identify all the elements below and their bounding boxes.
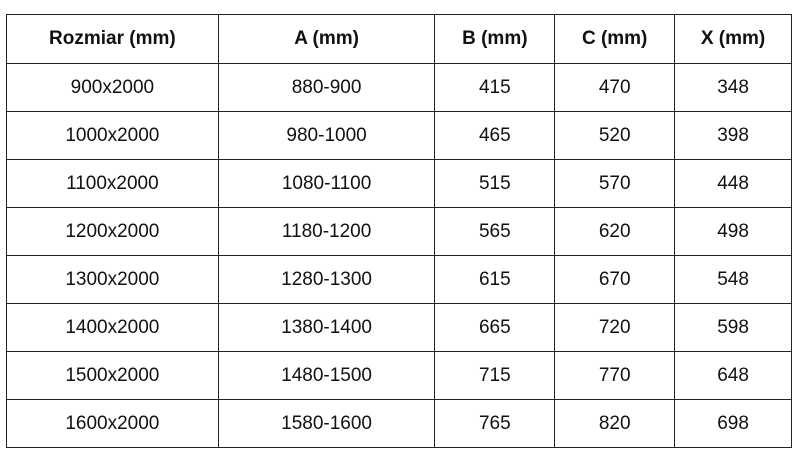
table-row: 1400x2000 1380-1400 665 720 598 <box>6 303 792 352</box>
cell-a: 1480-1500 <box>217 351 436 400</box>
cell-size: 1300x2000 <box>6 255 219 304</box>
cell-a: 1380-1400 <box>217 303 436 352</box>
table-row: 1200x2000 1180-1200 565 620 498 <box>6 207 792 256</box>
cell-b: 715 <box>434 351 556 400</box>
table-row: 1500x2000 1480-1500 715 770 648 <box>6 351 792 400</box>
cell-a: 1180-1200 <box>217 207 436 256</box>
cell-a: 1580-1600 <box>217 399 436 448</box>
cell-x: 548 <box>674 255 792 304</box>
cell-a: 1280-1300 <box>217 255 436 304</box>
cell-x: 448 <box>674 159 792 208</box>
cell-x: 498 <box>674 207 792 256</box>
header-x: X (mm) <box>674 14 792 64</box>
cell-x: 348 <box>674 63 792 112</box>
table-row: 1600x2000 1580-1600 765 820 698 <box>6 399 792 448</box>
header-size: Rozmiar (mm) <box>6 14 219 64</box>
header-c: C (mm) <box>554 14 676 64</box>
cell-c: 670 <box>554 255 676 304</box>
cell-x: 648 <box>674 351 792 400</box>
cell-c: 520 <box>554 111 676 160</box>
cell-c: 720 <box>554 303 676 352</box>
cell-size: 1200x2000 <box>6 207 219 256</box>
header-row: Rozmiar (mm) A (mm) B (mm) C (mm) X (mm) <box>6 14 792 64</box>
cell-size: 1000x2000 <box>6 111 219 160</box>
header-b: B (mm) <box>434 14 556 64</box>
cell-b: 515 <box>434 159 556 208</box>
cell-c: 770 <box>554 351 676 400</box>
cell-x: 398 <box>674 111 792 160</box>
table-row: 1300x2000 1280-1300 615 670 548 <box>6 255 792 304</box>
cell-size: 1400x2000 <box>6 303 219 352</box>
cell-size: 1600x2000 <box>6 399 219 448</box>
header-a: A (mm) <box>217 14 436 64</box>
cell-x: 598 <box>674 303 792 352</box>
cell-a: 880-900 <box>217 63 436 112</box>
cell-size: 1500x2000 <box>6 351 219 400</box>
table-row: 1100x2000 1080-1100 515 570 448 <box>6 159 792 208</box>
cell-x: 698 <box>674 399 792 448</box>
cell-b: 565 <box>434 207 556 256</box>
cell-b: 465 <box>434 111 556 160</box>
cell-b: 765 <box>434 399 556 448</box>
cell-c: 570 <box>554 159 676 208</box>
cell-c: 820 <box>554 399 676 448</box>
cell-a: 1080-1100 <box>217 159 436 208</box>
cell-b: 665 <box>434 303 556 352</box>
table-row: 900x2000 880-900 415 470 348 <box>6 63 792 112</box>
table-row: 1000x2000 980-1000 465 520 398 <box>6 111 792 160</box>
cell-size: 900x2000 <box>6 63 219 112</box>
dimensions-table: Rozmiar (mm) A (mm) B (mm) C (mm) X (mm)… <box>6 14 792 448</box>
cell-size: 1100x2000 <box>6 159 219 208</box>
cell-b: 415 <box>434 63 556 112</box>
cell-b: 615 <box>434 255 556 304</box>
cell-c: 620 <box>554 207 676 256</box>
cell-a: 980-1000 <box>217 111 436 160</box>
cell-c: 470 <box>554 63 676 112</box>
